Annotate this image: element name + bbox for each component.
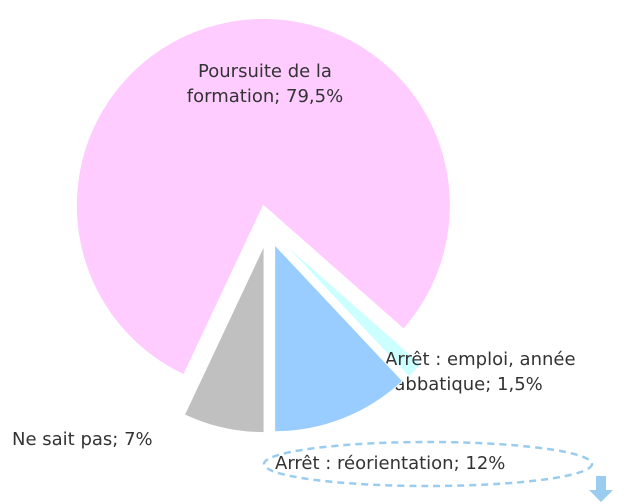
data-label: Arrêt : réorientation; 12%: [275, 453, 505, 474]
data-label: Arrêt : emploi, année sabbatique; 1,5%: [385, 349, 576, 395]
arrow-icon: [589, 476, 613, 502]
data-label: Poursuite de la formation; 79,5%: [187, 61, 343, 107]
pie-slice: [274, 243, 404, 433]
pie-slice: [280, 240, 422, 378]
pie-slice: [183, 245, 265, 434]
highlight-ellipse: [262, 440, 594, 488]
data-label: Ne sait pas; 7%: [12, 429, 153, 450]
pie-slice: [75, 18, 451, 376]
